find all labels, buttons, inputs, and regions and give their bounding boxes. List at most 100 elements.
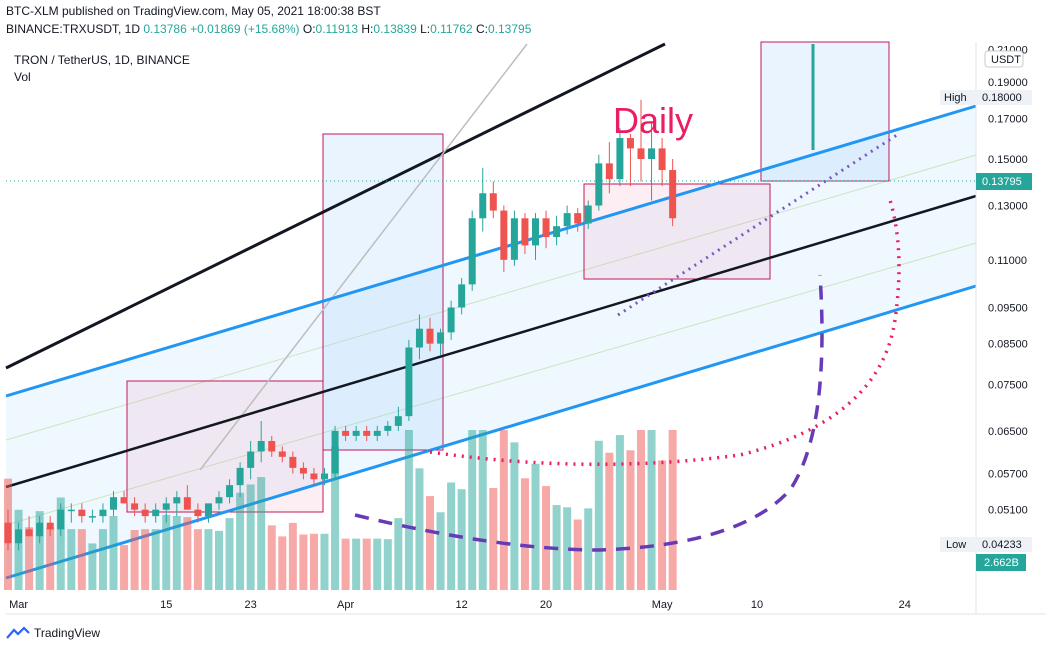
candle-body [120,497,128,504]
candle-body [310,473,318,480]
volume-bar [215,530,223,590]
candle [46,516,54,537]
candle-body [88,516,96,518]
candle [131,497,139,517]
price-axis[interactable] [976,42,1046,614]
volume-bar [426,496,434,590]
low-value: 0.04233 [982,539,1022,551]
candle-body [637,148,645,160]
candle [637,99,645,182]
candle [458,278,466,315]
volume-bar [267,525,276,590]
candle-body [57,509,65,530]
candle-body [500,210,508,260]
volume-bar [637,430,645,590]
volume-tag [976,554,1026,571]
currency-label: USDT [991,54,1021,66]
last-price: 0.13786 [143,22,187,36]
candle-body [479,193,487,219]
candle [405,339,413,421]
candle [384,420,392,436]
candle-body [489,193,497,211]
volume-bar [120,545,129,590]
candle-body [616,138,624,180]
candle [352,425,360,442]
price-tick-label: 0.05700 [988,469,1028,481]
candle [152,503,160,523]
last-price-tag-value: 0.13795 [982,176,1022,188]
volume-bar [130,530,139,590]
price-tick-label: 0.05100 [988,505,1028,517]
time-tick-label: 10 [751,599,763,611]
candle-body [257,441,265,452]
candle [479,167,487,232]
candle-body [162,503,170,510]
volume-bar [489,488,498,590]
price-tick-label: 0.11000 [988,255,1027,267]
volume-bar [362,538,371,590]
candle [584,200,592,229]
volume-bar [151,529,160,590]
candle [110,491,117,517]
volume-bar [457,489,466,590]
volume-bar [478,430,487,590]
time-tick-label: May [652,599,673,611]
volume-bar [299,534,308,590]
pink-dotted-cup [429,199,901,467]
volume-bar [594,440,603,590]
time-tick-label: 12 [456,599,468,611]
candle-body [468,218,476,285]
candle [226,479,234,504]
candle [88,509,96,523]
volume-bar [542,486,551,590]
volume-bar [404,430,413,590]
candle [236,462,244,498]
candle-body [173,497,181,504]
close-value: 0.13795 [487,22,532,36]
candle-body [194,509,202,517]
low-value: 0.11762 [430,22,473,36]
candle-body [268,441,276,452]
candle-body [289,456,297,468]
volume-bar [352,538,361,590]
price-tick-label: 0.13000 [988,201,1028,213]
close-label: C: [475,22,488,36]
last-price-tag [976,173,1032,190]
candle [415,314,423,360]
high-value: 0.13839 [373,22,417,36]
low-label-box [940,537,976,552]
volume-bar [225,518,234,590]
time-tick-label: Apr [337,599,354,611]
high-value: 0.18000 [982,92,1022,104]
candle-body [25,529,33,537]
volume-bar [193,529,202,590]
candle-body [183,497,191,510]
candle [268,435,276,457]
candle [426,317,434,352]
footer-brand[interactable]: TradingView [6,626,100,640]
volume-bar [172,516,181,590]
volume-bar [236,492,245,590]
candle [553,215,561,246]
candle [669,159,677,227]
candle-body [15,529,23,544]
candle-body [352,430,360,436]
volume-bar [257,477,266,590]
volume-bar [415,468,424,590]
volume-bar [183,517,192,590]
candle [500,205,508,272]
time-tick-label: 15 [160,599,172,611]
candle-body [458,284,466,308]
candle [447,300,455,340]
volume-bar [531,463,540,590]
candle-body [542,218,550,238]
daily-annotation: Daily [613,100,693,141]
volume-bar [109,516,118,590]
candle [510,210,518,266]
candle-body [331,430,339,474]
volume-bar [584,508,593,590]
candle [542,210,550,249]
candle-body [605,163,613,180]
candle [15,522,23,551]
